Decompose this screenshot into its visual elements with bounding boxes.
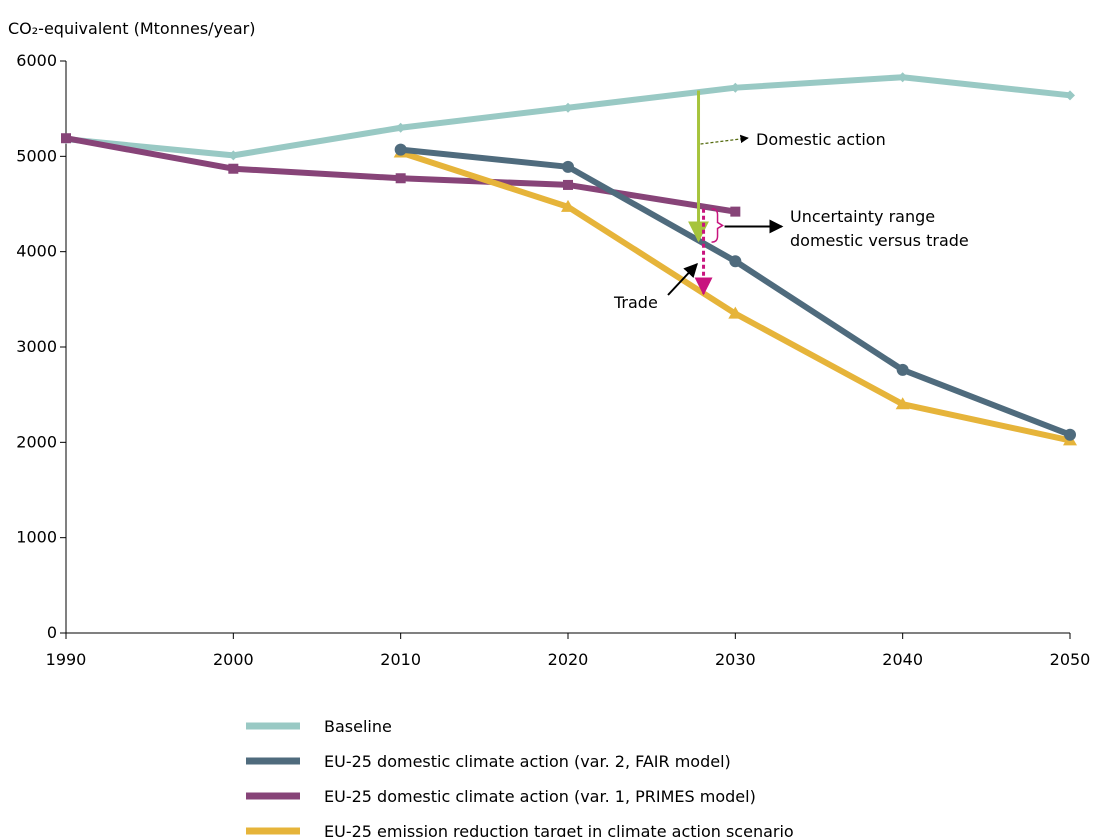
legend-item-4-label: EU-25 emission reduction target in clima…: [324, 822, 794, 837]
series-eu-25-domestic-climate-action-var-2-fair-point: [729, 255, 742, 268]
y-tick-label: 6000: [16, 51, 57, 70]
domestic-action-label: Domestic action: [756, 130, 886, 149]
series-eu-25-domestic-climate-action-var-1-prim-point: [61, 133, 71, 144]
series-eu-25-domestic-climate-action-var-2-fair: [394, 143, 1076, 441]
legend-item-3: EU-25 domestic climate action (var. 1, P…: [246, 787, 756, 806]
legend-item-2: EU-25 domestic climate action (var. 2, F…: [246, 752, 731, 771]
x-tick-label: 2050: [1050, 650, 1091, 669]
series-baseline: [61, 72, 1075, 161]
series-baseline-point: [897, 72, 908, 83]
trade-label: Trade: [613, 293, 658, 312]
y-tick-label: 0: [47, 623, 57, 642]
series-eu-25-domestic-climate-action-var-2-fair-point: [562, 160, 574, 173]
series-eu-25-emission-reduction-target-in-clima-point: [561, 199, 575, 212]
series-eu-25-domestic-climate-action-var-1-prim: [61, 133, 741, 217]
x-tick-label: 2020: [548, 650, 589, 669]
y-tick-label: 4000: [16, 242, 57, 261]
uncertainty-bracket: [711, 208, 724, 243]
annotation-layer: Domestic action Uncertainty range domest…: [613, 90, 969, 312]
legend-item-4: EU-25 emission reduction target in clima…: [246, 822, 794, 837]
series-baseline-point: [563, 102, 573, 113]
series-baseline-line: [65, 74, 1071, 159]
legend-item-1-label: Baseline: [324, 717, 392, 736]
series-eu-25-domestic-climate-action-var-2-fair-point: [1064, 428, 1076, 441]
series-baseline-point: [1065, 90, 1075, 101]
x-tick-label: 2010: [380, 650, 421, 669]
y-tick-label: 5000: [16, 146, 57, 165]
legend-item-1: Baseline: [246, 717, 392, 736]
y-tick-label: 2000: [16, 432, 57, 451]
x-tick-label: 2040: [882, 650, 923, 669]
x-tick-label: 2000: [213, 650, 254, 669]
series-eu-25-domestic-climate-action-var-2-fair-point: [896, 363, 909, 376]
uncertainty-label-line-2: domestic versus trade: [790, 231, 969, 250]
series-eu-25-domestic-climate-action-var-2-fair-point: [394, 143, 407, 156]
y-axis-title: CO₂-equivalent (Mtonnes/year): [8, 19, 256, 38]
x-tick-label: 2030: [715, 650, 756, 669]
legend: Baseline EU-25 domestic climate action (v…: [246, 717, 794, 837]
series-baseline-point: [228, 150, 239, 161]
y-tick-label: 1000: [16, 528, 57, 547]
series-eu-25-emission-reduction-target-in-clima-point: [728, 306, 743, 319]
legend-item-3-label: EU-25 domestic climate action (var. 1, P…: [324, 787, 756, 806]
series-layer: [61, 72, 1077, 446]
series-baseline-point: [395, 122, 406, 133]
series-eu-25-domestic-climate-action-var-1-prim-point: [228, 163, 239, 174]
domestic-action-pointer: [700, 134, 749, 145]
x-tick-label: 1990: [46, 650, 87, 669]
uncertainty-label-line-1: Uncertainty range: [790, 207, 935, 226]
legend-item-2-label: EU-25 domestic climate action (var. 2, F…: [324, 752, 731, 771]
series-baseline-point: [730, 82, 741, 93]
axes: 0 1000 2000 3000 4000 5000 6000 1990 2000 2010 202…: [16, 51, 1090, 669]
series-eu-25-domestic-climate-action-var-2-fair-line: [400, 146, 1072, 438]
series-eu-25-domestic-climate-action-var-1-prim-point: [730, 206, 741, 217]
y-tick-label: 3000: [16, 337, 57, 356]
series-eu-25-domestic-climate-action-var-1-prim-point: [563, 179, 573, 190]
series-eu-25-domestic-climate-action-var-1-prim-point: [395, 173, 406, 184]
trade-pointer: [667, 262, 698, 296]
series-eu-25-emission-reduction-target-in-clima-point: [895, 397, 910, 410]
